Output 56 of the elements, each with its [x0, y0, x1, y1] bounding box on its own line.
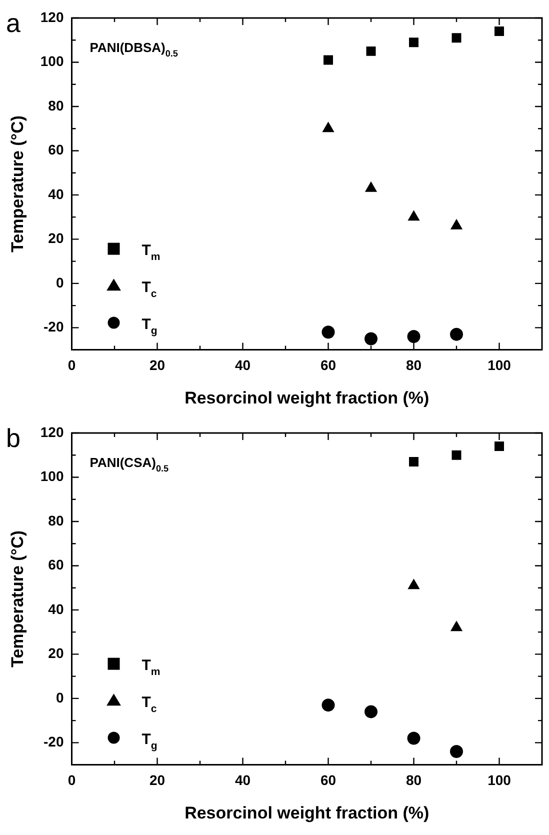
y-tick-label: 120 — [40, 8, 64, 25]
point — [409, 457, 418, 466]
x-tick-label: 20 — [149, 772, 166, 788]
x-tick-label: 60 — [320, 772, 336, 788]
point — [366, 46, 376, 56]
point — [322, 326, 335, 339]
y-tick-label: 0 — [56, 274, 64, 290]
x-tick-label: 80 — [406, 357, 422, 374]
point — [407, 732, 420, 745]
y-tick-label: -20 — [44, 318, 64, 335]
point — [324, 55, 333, 65]
point — [364, 705, 378, 718]
x-tick-label: 0 — [68, 772, 76, 788]
y-axis-title: Temperature (°C) — [8, 115, 27, 252]
point — [494, 26, 504, 36]
x-tick-label: 0 — [68, 357, 76, 374]
point — [408, 579, 420, 590]
point — [407, 330, 420, 344]
x-axis-title: Resorcinol weight fraction (%) — [184, 388, 430, 408]
y-tick-label: 60 — [48, 142, 64, 158]
chart-title: b — [6, 423, 20, 453]
point — [322, 698, 335, 712]
y-tick-label: 100 — [40, 53, 64, 70]
x-tick-label: 40 — [234, 772, 251, 788]
point — [450, 745, 463, 758]
x-tick-label: 40 — [234, 357, 251, 374]
point — [365, 182, 377, 192]
y-tick-label: 80 — [48, 512, 64, 528]
y-tick-label: 40 — [48, 186, 64, 202]
point — [408, 210, 420, 221]
y-axis-title: Temperature (°C) — [8, 530, 27, 668]
x-tick-label: 100 — [488, 357, 512, 374]
point — [452, 33, 462, 43]
x-tick-label: 20 — [149, 357, 166, 374]
y-tick-label: 80 — [48, 97, 64, 114]
x-tick-label: 80 — [406, 772, 422, 788]
x-axis-title: Resorcinol weight fraction (%) — [184, 803, 430, 822]
chart-title: a — [6, 8, 21, 38]
point — [364, 332, 378, 346]
point — [494, 442, 504, 452]
y-tick-label: 60 — [48, 556, 64, 573]
y-tick-label: 100 — [40, 468, 64, 484]
point — [322, 122, 334, 132]
x-tick-label: 60 — [320, 357, 336, 374]
y-tick-label: 20 — [48, 645, 64, 662]
x-tick-label: 100 — [488, 772, 512, 788]
point — [450, 328, 463, 341]
y-tick-label: 120 — [40, 424, 64, 440]
point — [450, 621, 462, 632]
y-tick-label: -20 — [44, 734, 64, 750]
point — [409, 38, 418, 48]
point — [450, 219, 462, 230]
point — [452, 450, 462, 460]
y-tick-label: 40 — [48, 600, 64, 617]
y-tick-label: 0 — [56, 689, 64, 706]
y-tick-label: 20 — [48, 230, 64, 246]
